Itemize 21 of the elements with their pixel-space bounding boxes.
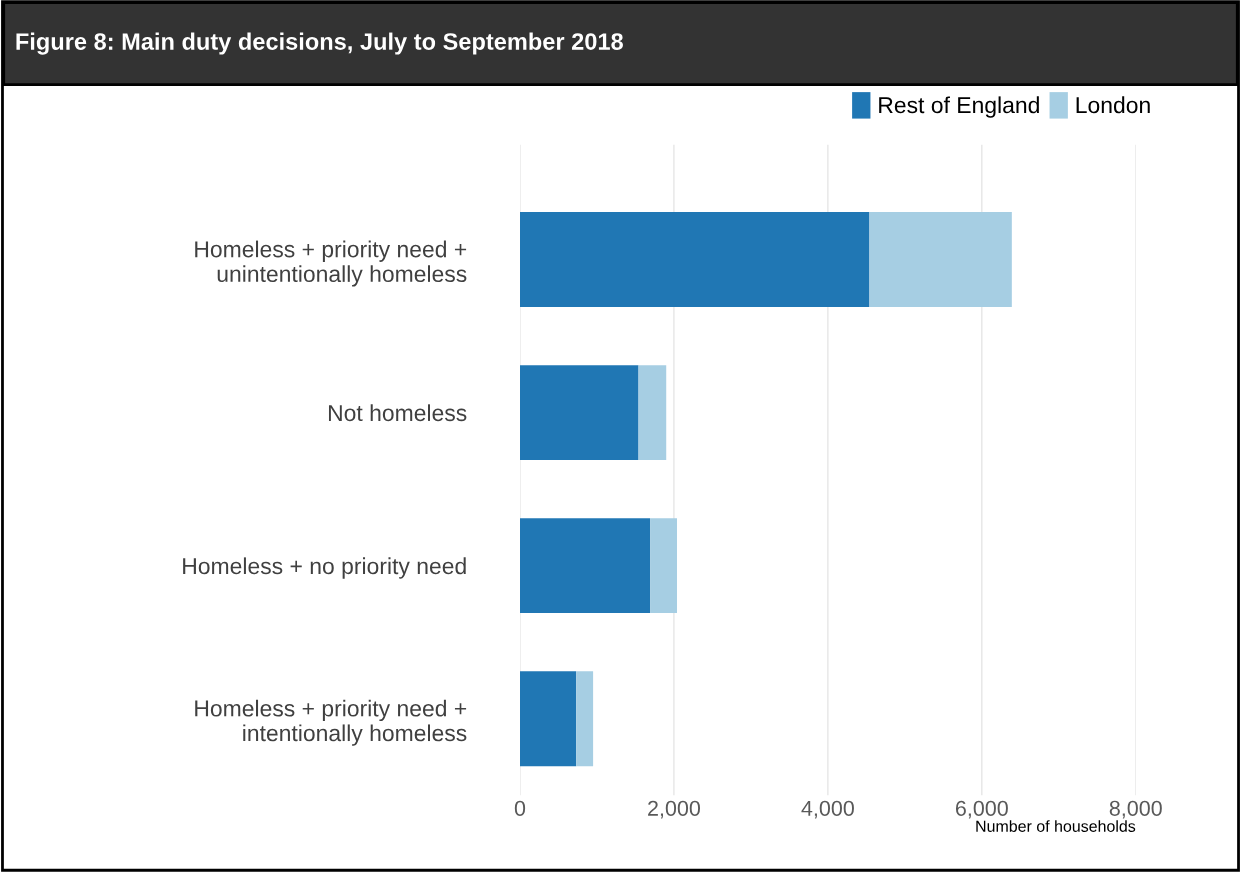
x-tick-label: 0 bbox=[514, 800, 526, 816]
x-tick-label: 4,000 bbox=[801, 800, 854, 819]
y-tick-label: Not homeless bbox=[328, 404, 467, 422]
bar bbox=[650, 518, 677, 614]
bar bbox=[519, 212, 870, 307]
bar bbox=[869, 212, 1012, 307]
bar bbox=[519, 518, 651, 614]
legend-label: Rest of England bbox=[879, 96, 1039, 118]
x-axis-title: Number of households bbox=[976, 820, 1136, 832]
text: Figure 8: Main duty decisions, July to September 2018 bbox=[16, 32, 623, 55]
y-tick-label: Homeless + priority need + intentionally homeless bbox=[195, 699, 467, 746]
x-tick-label: 6,000 bbox=[955, 800, 1008, 819]
bar bbox=[576, 671, 594, 767]
bar bbox=[638, 365, 667, 461]
y-tick-label: Homeless + no priority need bbox=[183, 557, 466, 579]
bar bbox=[519, 671, 577, 767]
y-tick-label: Homeless + priority need + unintentionally homeless bbox=[195, 240, 467, 287]
x-tick-label: 8,000 bbox=[1109, 800, 1162, 819]
x-tick-label: 2,000 bbox=[648, 800, 701, 819]
legend-label: London bbox=[1076, 96, 1150, 114]
bar bbox=[519, 365, 639, 461]
